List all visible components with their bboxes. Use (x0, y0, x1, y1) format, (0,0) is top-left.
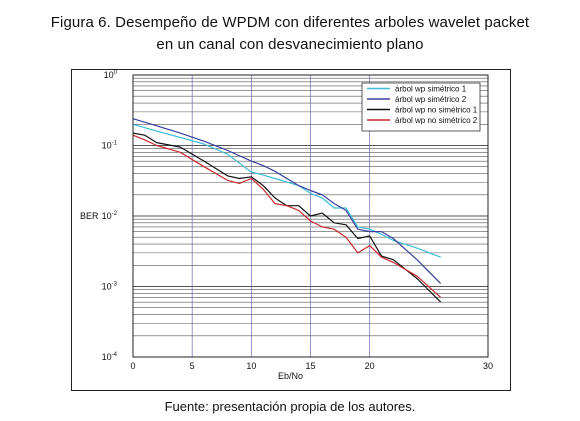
legend-label-1: árbol wp simétrico 1 (395, 85, 467, 94)
x-tick-label: 0 (130, 361, 135, 371)
figure-title-line1: Figura 6. Desempeño de WPDM con diferent… (50, 14, 530, 31)
x-tick-label: 10 (246, 361, 256, 371)
x-axis-label: Eb/No (278, 371, 303, 381)
figure-title-line2: en un canal con desvanecimiento plano (156, 36, 424, 53)
x-tick-label: 5 (190, 361, 195, 371)
legend-label-3: árbol wp no simétrico 1 (395, 106, 478, 115)
chart-ticks: 0 5 10 15 20 30 100 10-1 10-2 10-3 10-4 (102, 70, 493, 371)
series-line-3 (132, 132, 442, 303)
chart-frame (71, 69, 511, 391)
y-tick-label: 10-2 (102, 211, 118, 221)
y-tick-label: 10-1 (102, 141, 118, 151)
legend-label-4: árbol wp no simétrico 2 (395, 116, 478, 125)
series-line-1 (132, 123, 441, 258)
y-tick-label: 10-4 (102, 352, 118, 362)
legend-box (361, 82, 481, 132)
y-tick-label: 10-3 (102, 282, 118, 292)
x-tick-label: 30 (483, 361, 493, 371)
plot-border (132, 74, 489, 358)
y-tick-label: 100 (104, 70, 118, 80)
x-tick-label: 20 (365, 361, 375, 371)
y-axis-label: BER (80, 211, 99, 221)
series-line-2 (132, 118, 442, 285)
series-line-4 (132, 134, 442, 298)
legend-label-2: árbol wp simétrico 2 (395, 95, 467, 104)
chart-series (132, 118, 442, 303)
x-tick-label: 15 (305, 361, 315, 371)
figure-source: Fuente: presentación propia de los autor… (164, 399, 416, 414)
